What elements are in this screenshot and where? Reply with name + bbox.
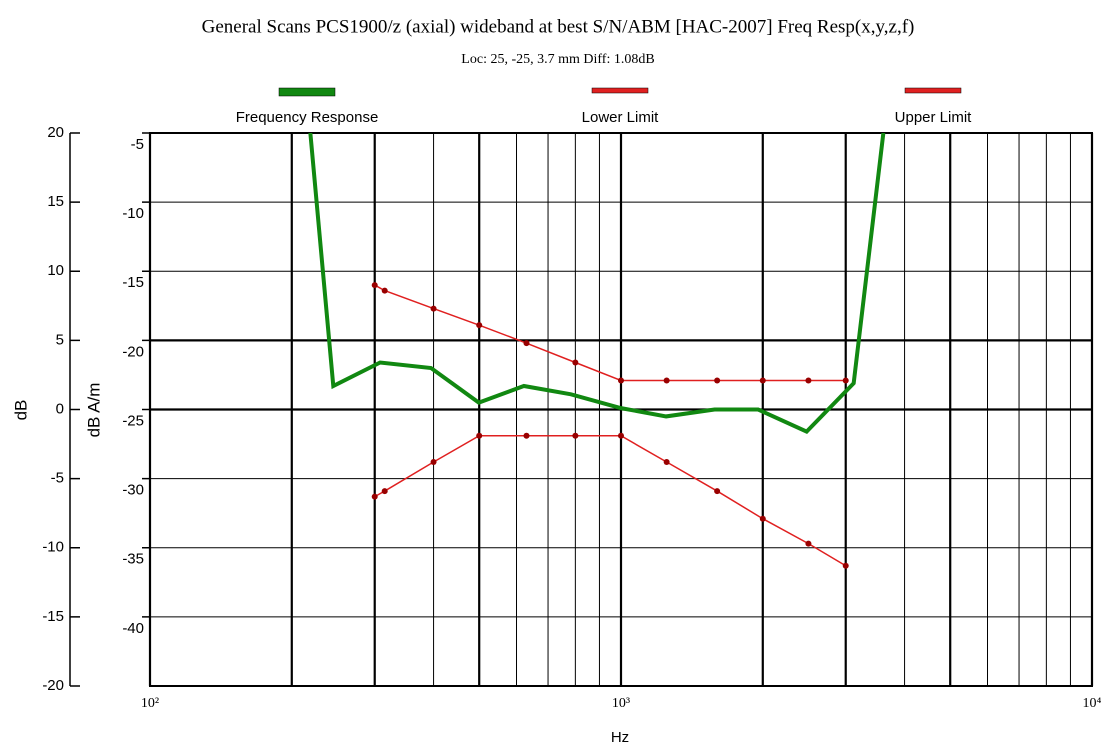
series-line [374,435,847,567]
y-tick-label: 5 [56,331,64,348]
data-point [430,305,437,312]
y2-tick-label: -40 [122,620,144,637]
y2-tick-label: -25 [122,412,144,429]
y2-tick-label: -15 [122,274,144,291]
legend-label: Frequency Response [236,109,379,126]
plot-border [149,132,1093,687]
data-point [759,377,766,384]
y-tick-label: -10 [42,539,64,556]
x-axis-label: Hz [611,729,629,746]
data-point [371,282,378,289]
data-point [381,287,388,294]
series-line [308,133,886,435]
data-point [714,377,721,384]
x-tick-label: 10⁴ [1083,696,1102,711]
y-tick-label: -5 [51,470,64,487]
data-point [572,359,579,366]
data-point [430,459,437,466]
y2-tick-label: -10 [122,205,144,222]
legend-swatch [278,87,336,97]
data-point [805,377,812,384]
y-tick-label: -20 [42,677,64,694]
y-tick-label: 0 [56,400,64,417]
data-point [476,322,483,329]
data-point [842,562,849,569]
legend-swatch [904,87,962,94]
legend-label: Upper Limit [895,109,973,126]
data-point [371,493,378,500]
x-tick-label: 10³ [612,696,630,711]
data-point [663,459,670,466]
data-point [842,377,849,384]
y-tick-label: -15 [42,608,64,625]
chart-subtitle: Loc: 25, -25, 3.7 mm Diff: 1.08dB [461,52,654,67]
legend-label: Lower Limit [582,109,660,126]
series-line [374,284,846,382]
y2-tick-label: -35 [122,551,144,568]
y-axis-label: dB [11,400,30,421]
data-point [618,432,624,439]
y2-axis-label: dB A/m [84,383,103,438]
y2-tick-label: -5 [131,136,144,153]
plot-area [308,133,886,569]
y2-tick-label: -20 [122,343,144,360]
data-point [523,340,530,347]
y-tick-label: 20 [47,124,64,141]
data-point [523,432,530,439]
legend-swatch [591,87,649,94]
y-tick-label: 15 [47,193,64,210]
data-point [714,488,721,495]
data-point [759,515,766,522]
data-point [381,488,388,495]
y-tick-label: 10 [47,262,64,279]
chart-title: General Scans PCS1900/z (axial) wideband… [202,16,915,37]
data-point [476,432,483,439]
data-point [618,377,624,384]
data-point [805,540,812,547]
data-point [572,432,579,439]
data-point [663,377,670,384]
x-tick-label: 10² [141,696,159,711]
y2-tick-label: -30 [122,482,144,499]
